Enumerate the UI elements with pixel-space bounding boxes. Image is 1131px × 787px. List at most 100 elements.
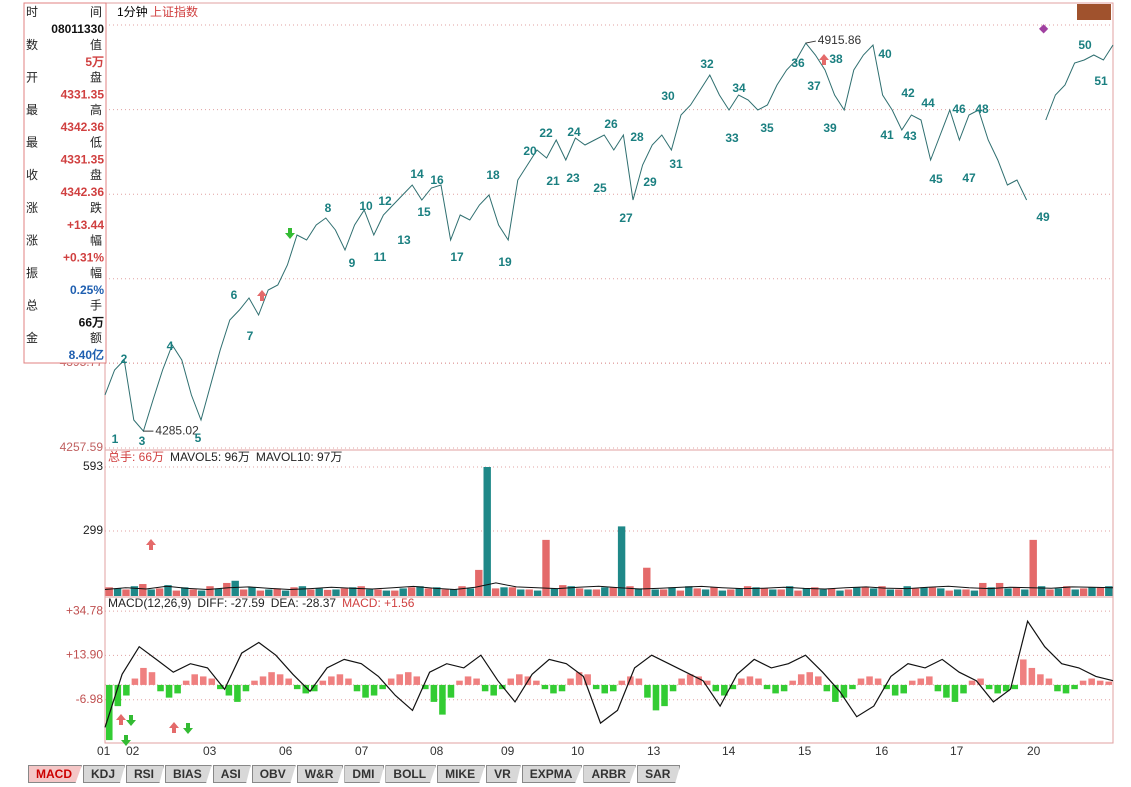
macd-bar bbox=[413, 676, 421, 685]
macd-bar bbox=[533, 680, 540, 685]
indicator-tab[interactable]: DMI bbox=[344, 765, 385, 783]
volume-bar bbox=[1004, 588, 1012, 596]
macd-bar bbox=[1020, 659, 1027, 685]
x-tick-label: 03 bbox=[203, 744, 217, 758]
volume-bar bbox=[827, 588, 836, 596]
panel-title: MAVOL10: 97万 bbox=[256, 450, 343, 464]
indicator-tab[interactable]: KDJ bbox=[83, 765, 126, 783]
volume-bar bbox=[1021, 589, 1029, 596]
macd-bar bbox=[336, 674, 344, 685]
wave-label: 24 bbox=[567, 125, 581, 139]
macd-bar bbox=[703, 680, 711, 685]
indicator-tab[interactable]: MACD bbox=[28, 765, 82, 783]
indicator-tab[interactable]: ASI bbox=[212, 765, 251, 783]
macd-bar bbox=[507, 678, 515, 685]
indicator-tab[interactable]: MIKE bbox=[437, 765, 486, 783]
volume-bar bbox=[794, 590, 802, 596]
macd-bar bbox=[917, 678, 925, 685]
macd-bar bbox=[968, 680, 976, 685]
indicator-tab[interactable]: BOLL bbox=[385, 765, 437, 783]
diff-line bbox=[104, 619, 1114, 728]
macd-bar bbox=[396, 674, 403, 685]
volume-bar bbox=[777, 589, 785, 596]
volume-bar bbox=[878, 586, 886, 596]
period: 1分钟 bbox=[117, 4, 148, 19]
macd-bar bbox=[379, 684, 386, 690]
volume-bar bbox=[886, 589, 895, 596]
wave-label: 3 bbox=[139, 434, 146, 448]
macd-bar bbox=[174, 684, 181, 694]
macd-bar bbox=[729, 684, 737, 690]
macd-bar bbox=[567, 678, 574, 685]
volume-bar bbox=[895, 589, 903, 596]
macd-bar bbox=[780, 684, 788, 692]
macd-bar bbox=[584, 674, 591, 685]
indicator-tab[interactable]: OBV bbox=[251, 765, 296, 783]
indicator-tab[interactable]: SAR bbox=[637, 765, 681, 783]
info-value: 5万 bbox=[85, 55, 104, 69]
indicator-tab[interactable]: VR bbox=[486, 765, 521, 783]
volume-bar bbox=[349, 587, 357, 596]
volume-bar bbox=[155, 588, 164, 596]
panel-title: MACD(12,26,9) bbox=[108, 596, 191, 610]
macd-bar bbox=[456, 680, 463, 685]
volume-bar bbox=[357, 586, 365, 596]
volume-bar bbox=[811, 587, 819, 596]
arrow bbox=[169, 722, 179, 733]
macd-bar bbox=[473, 678, 480, 685]
volume-bar bbox=[735, 588, 743, 596]
wave-label: 43 bbox=[903, 129, 917, 143]
volume-bar bbox=[802, 588, 811, 596]
mavol-line bbox=[104, 582, 1114, 591]
macd-bar bbox=[806, 672, 814, 685]
x-tick-label: 01 bbox=[97, 744, 111, 758]
indicator-tab[interactable]: RSI bbox=[126, 765, 165, 783]
macd-bar bbox=[217, 684, 224, 690]
x-tick-label: 09 bbox=[501, 744, 515, 758]
volume-bar bbox=[979, 582, 987, 596]
macd-bar bbox=[840, 684, 848, 698]
wave-label: 15 bbox=[417, 205, 431, 219]
info-value: 66万 bbox=[79, 316, 104, 330]
volume-bar bbox=[416, 586, 424, 596]
icon[interactable] bbox=[1077, 4, 1111, 20]
wave-label: 51 bbox=[1094, 74, 1108, 88]
wave-label: 39 bbox=[823, 121, 837, 135]
volume-bar bbox=[634, 588, 643, 596]
volume-bar bbox=[1046, 589, 1054, 596]
volume-bar bbox=[483, 467, 491, 596]
macd-bar bbox=[1096, 680, 1104, 685]
indicator-tab[interactable]: ARBR bbox=[583, 765, 637, 783]
wave-label: 30 bbox=[661, 89, 675, 103]
arrow bbox=[116, 714, 126, 725]
volume-bar bbox=[567, 586, 575, 596]
macd-bar bbox=[951, 684, 959, 702]
volume-bar bbox=[122, 589, 130, 596]
volume-bar bbox=[307, 589, 315, 596]
wave-label: 36 bbox=[791, 56, 805, 70]
macd-bar bbox=[934, 684, 942, 692]
volume-bar bbox=[575, 588, 584, 596]
volume-bar bbox=[139, 584, 147, 596]
macd-bar bbox=[618, 680, 626, 685]
volume-bar bbox=[752, 587, 760, 596]
info-value: 08011330 bbox=[51, 22, 104, 36]
macd-bar bbox=[1071, 684, 1078, 690]
x-tick-label: 10 bbox=[571, 744, 585, 758]
macd-bar bbox=[1028, 667, 1036, 685]
indicator-tab[interactable]: W&R bbox=[296, 765, 344, 783]
wave-label: 18 bbox=[486, 168, 500, 182]
wave-label: 2 bbox=[121, 352, 128, 366]
x-tick-label: 16 bbox=[875, 744, 889, 758]
macd-bar bbox=[182, 680, 190, 685]
volume-bar bbox=[298, 586, 307, 596]
volume-bar bbox=[643, 567, 651, 596]
indicator-tab[interactable]: EXPMA bbox=[521, 765, 583, 783]
macd-bar bbox=[268, 672, 275, 685]
volume-bar bbox=[231, 580, 239, 596]
indicator-tab[interactable]: BIAS bbox=[165, 765, 212, 783]
macd-bar bbox=[883, 684, 890, 690]
volume-bar bbox=[197, 590, 206, 596]
volume-bar bbox=[727, 589, 735, 596]
volume-bar bbox=[466, 588, 475, 596]
